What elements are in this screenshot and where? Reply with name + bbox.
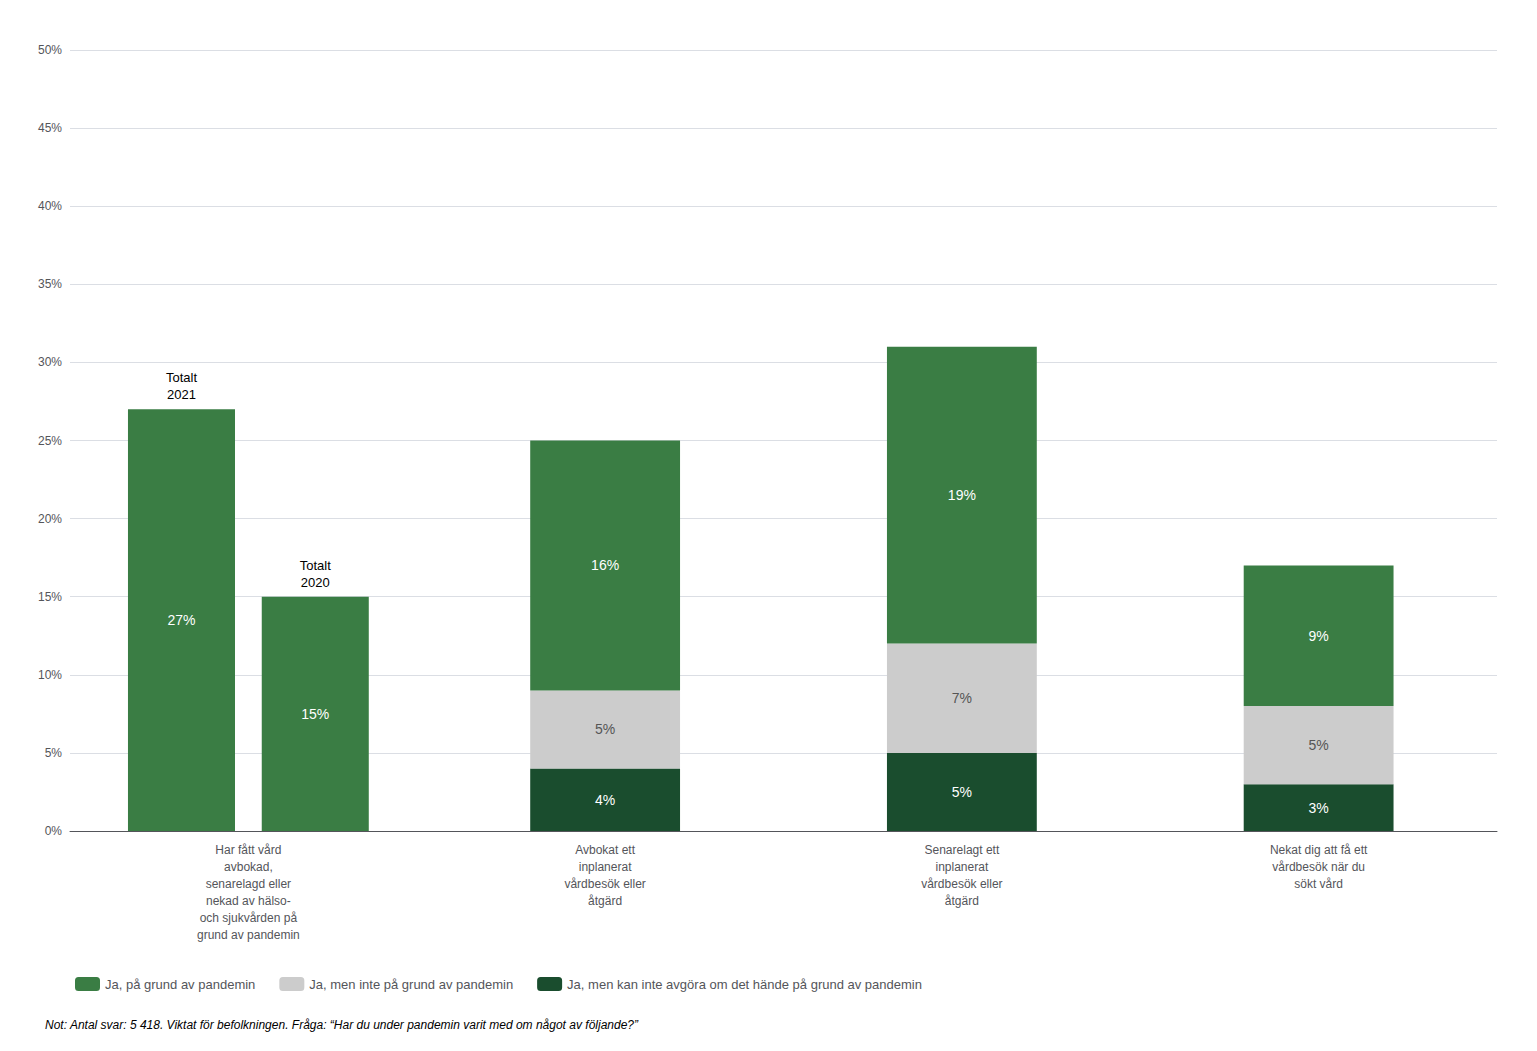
svg-text:avbokad,: avbokad, — [224, 860, 273, 874]
svg-text:Avbokat ett: Avbokat ett — [575, 843, 635, 857]
svg-text:5%: 5% — [45, 746, 63, 760]
svg-text:30%: 30% — [38, 355, 62, 369]
svg-text:2020: 2020 — [301, 575, 330, 590]
svg-text:nekad av hälso-: nekad av hälso- — [206, 894, 291, 908]
svg-text:9%: 9% — [1309, 628, 1329, 644]
svg-text:Ja, men kan inte avgöra om det: Ja, men kan inte avgöra om det hände på … — [567, 977, 922, 992]
svg-text:grund av pandemin: grund av pandemin — [197, 928, 300, 942]
svg-text:25%: 25% — [38, 434, 62, 448]
svg-text:5%: 5% — [595, 721, 615, 737]
svg-text:40%: 40% — [38, 199, 62, 213]
svg-text:Nekat dig att få ett: Nekat dig att få ett — [1270, 843, 1368, 857]
svg-text:5%: 5% — [952, 784, 972, 800]
svg-text:35%: 35% — [38, 277, 62, 291]
svg-text:Not: Antal svar: 5 418. Viktat: Not: Antal svar: 5 418. Viktat för befol… — [45, 1018, 639, 1032]
svg-text:senarelagd eller: senarelagd eller — [206, 877, 291, 891]
svg-text:15%: 15% — [38, 590, 62, 604]
svg-text:vårdbesök när du: vårdbesök när du — [1272, 860, 1365, 874]
svg-text:Ja, på grund av pandemin: Ja, på grund av pandemin — [105, 977, 255, 992]
svg-text:2021: 2021 — [167, 387, 196, 402]
svg-text:5%: 5% — [1309, 737, 1329, 753]
svg-text:Senarelagt ett: Senarelagt ett — [925, 843, 1000, 857]
svg-text:16%: 16% — [591, 557, 619, 573]
svg-text:45%: 45% — [38, 121, 62, 135]
svg-text:åtgärd: åtgärd — [945, 894, 979, 908]
svg-text:4%: 4% — [595, 792, 615, 808]
svg-text:19%: 19% — [948, 487, 976, 503]
svg-text:20%: 20% — [38, 512, 62, 526]
svg-text:15%: 15% — [301, 706, 329, 722]
svg-text:7%: 7% — [952, 690, 972, 706]
svg-text:Totalt: Totalt — [300, 558, 331, 573]
svg-text:27%: 27% — [167, 612, 195, 628]
svg-text:och sjukvården på: och sjukvården på — [200, 911, 298, 925]
svg-text:Ja, men inte på grund av pande: Ja, men inte på grund av pandemin — [309, 977, 513, 992]
svg-text:vårdbesök eller: vårdbesök eller — [564, 877, 645, 891]
svg-text:vårdbesök eller: vårdbesök eller — [921, 877, 1002, 891]
svg-text:åtgärd: åtgärd — [588, 894, 622, 908]
svg-text:50%: 50% — [38, 43, 62, 57]
svg-text:inplanerat: inplanerat — [936, 860, 989, 874]
svg-text:10%: 10% — [38, 668, 62, 682]
svg-text:Totalt: Totalt — [166, 370, 197, 385]
svg-text:3%: 3% — [1309, 800, 1329, 816]
svg-text:0%: 0% — [45, 824, 63, 838]
svg-text:sökt vård: sökt vård — [1294, 877, 1343, 891]
svg-text:Har fått vård: Har fått vård — [215, 843, 281, 857]
svg-text:inplanerat: inplanerat — [579, 860, 632, 874]
